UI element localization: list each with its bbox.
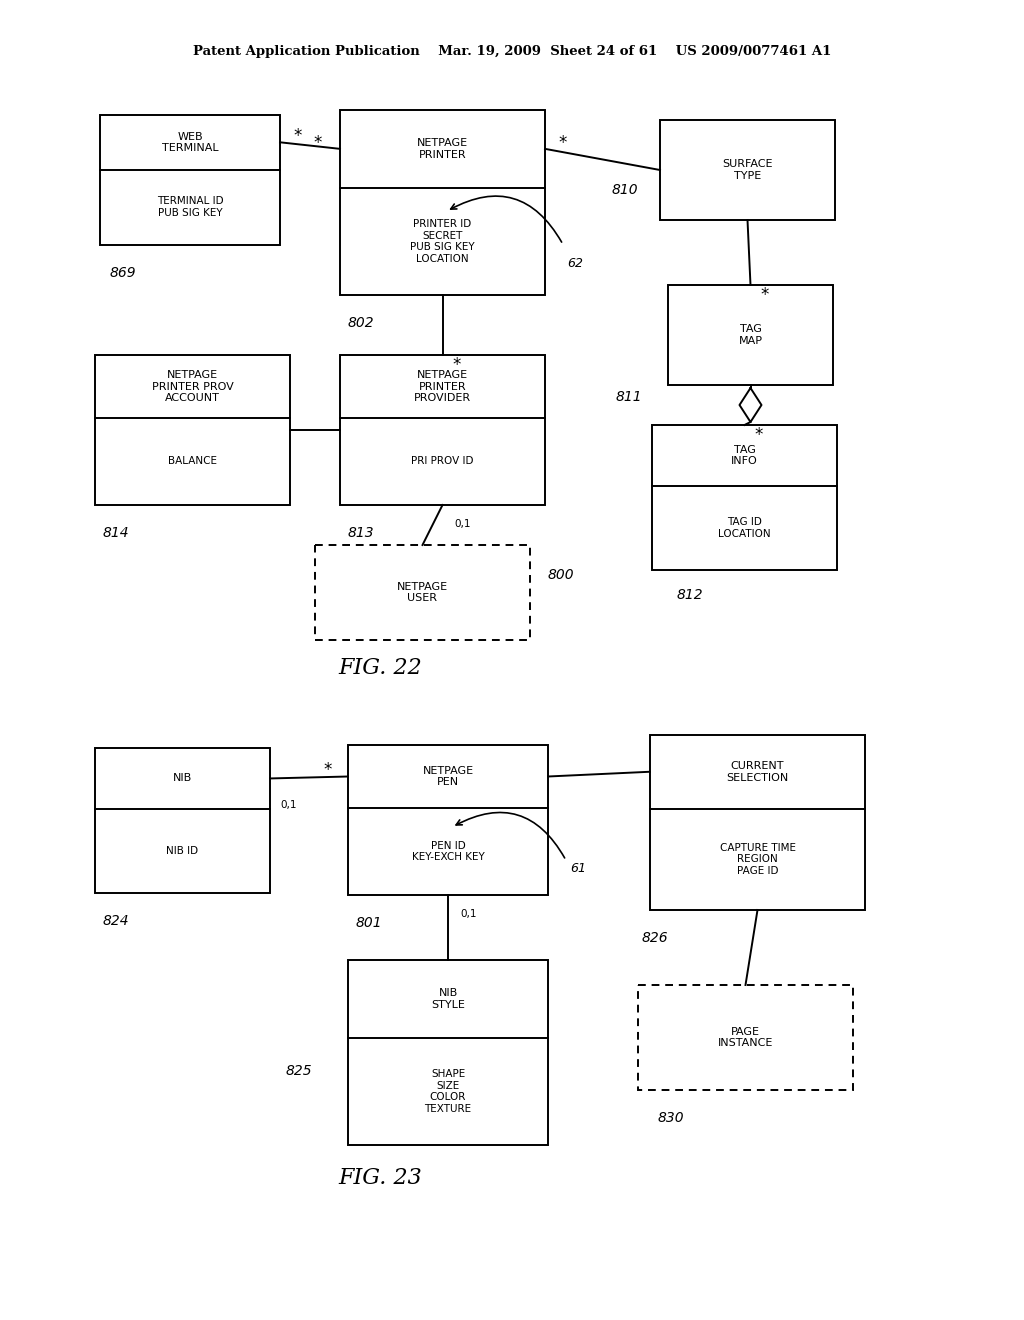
Text: 814: 814: [103, 525, 130, 540]
Bar: [95, 355, 290, 506]
Text: 825: 825: [286, 1064, 312, 1078]
Text: 802: 802: [348, 315, 375, 330]
Text: *: *: [324, 762, 332, 780]
Text: 0,1: 0,1: [280, 800, 297, 810]
Text: BALANCE: BALANCE: [168, 457, 217, 466]
Text: PRI PROV ID: PRI PROV ID: [412, 457, 474, 466]
Text: PEN ID
KEY-EXCH KEY: PEN ID KEY-EXCH KEY: [412, 841, 484, 862]
Text: CAPTURE TIME
REGION
PAGE ID: CAPTURE TIME REGION PAGE ID: [720, 842, 796, 876]
Text: TAG ID
LOCATION: TAG ID LOCATION: [718, 517, 771, 539]
Text: NIB ID: NIB ID: [167, 846, 199, 855]
Text: 0,1: 0,1: [460, 909, 476, 919]
Text: NETPAGE
PRINTER PROV
ACCOUNT: NETPAGE PRINTER PROV ACCOUNT: [152, 370, 233, 403]
Text: *: *: [755, 426, 763, 444]
Text: 62: 62: [567, 257, 583, 271]
Bar: [660, 120, 835, 220]
Text: *: *: [313, 133, 323, 152]
Text: FIG. 22: FIG. 22: [338, 657, 422, 678]
Text: NETPAGE
PEN: NETPAGE PEN: [423, 766, 473, 787]
Bar: [348, 960, 548, 1144]
Text: NIB
STYLE: NIB STYLE: [431, 989, 465, 1010]
Text: NETPAGE
PRINTER: NETPAGE PRINTER: [417, 139, 468, 160]
Text: SHAPE
SIZE
COLOR
TEXTURE: SHAPE SIZE COLOR TEXTURE: [424, 1069, 472, 1114]
Text: SURFACE
TYPE: SURFACE TYPE: [722, 160, 773, 181]
Text: Patent Application Publication    Mar. 19, 2009  Sheet 24 of 61    US 2009/00774: Patent Application Publication Mar. 19, …: [193, 45, 831, 58]
Text: TAG
MAP: TAG MAP: [738, 325, 763, 346]
Text: 800: 800: [548, 568, 574, 582]
Bar: [95, 748, 270, 894]
Text: CURRENT
SELECTION: CURRENT SELECTION: [726, 760, 788, 783]
Text: 813: 813: [348, 525, 375, 540]
Text: NETPAGE
PRINTER
PROVIDER: NETPAGE PRINTER PROVIDER: [414, 370, 471, 403]
Bar: [652, 425, 837, 570]
Text: NIB: NIB: [173, 774, 193, 784]
Text: 824: 824: [103, 913, 130, 928]
Text: NETPAGE
USER: NETPAGE USER: [397, 582, 449, 603]
Text: 826: 826: [642, 931, 669, 945]
Text: 811: 811: [616, 389, 643, 404]
Text: *: *: [559, 133, 567, 152]
Text: PAGE
INSTANCE: PAGE INSTANCE: [718, 1027, 773, 1048]
Bar: [348, 744, 548, 895]
Text: 801: 801: [356, 916, 383, 931]
Text: 812: 812: [677, 587, 703, 602]
Text: 830: 830: [658, 1111, 685, 1125]
Bar: [638, 985, 853, 1090]
Bar: [340, 110, 545, 294]
Text: TAG
INFO: TAG INFO: [731, 445, 758, 466]
Text: TERMINAL ID
PUB SIG KEY: TERMINAL ID PUB SIG KEY: [157, 197, 223, 218]
Text: 869: 869: [110, 267, 136, 280]
Text: *: *: [453, 356, 461, 374]
Bar: [315, 545, 530, 640]
Text: PRINTER ID
SECRET
PUB SIG KEY
LOCATION: PRINTER ID SECRET PUB SIG KEY LOCATION: [411, 219, 475, 264]
Bar: [100, 115, 280, 246]
Text: 61: 61: [570, 862, 586, 875]
Text: WEB
TERMINAL: WEB TERMINAL: [162, 132, 218, 153]
Text: *: *: [294, 127, 302, 145]
Bar: [340, 355, 545, 506]
Bar: [668, 285, 833, 385]
Text: 0,1: 0,1: [455, 519, 471, 529]
Bar: [650, 735, 865, 909]
Text: *: *: [760, 286, 769, 304]
Text: 810: 810: [612, 183, 639, 197]
Text: FIG. 23: FIG. 23: [338, 1167, 422, 1189]
